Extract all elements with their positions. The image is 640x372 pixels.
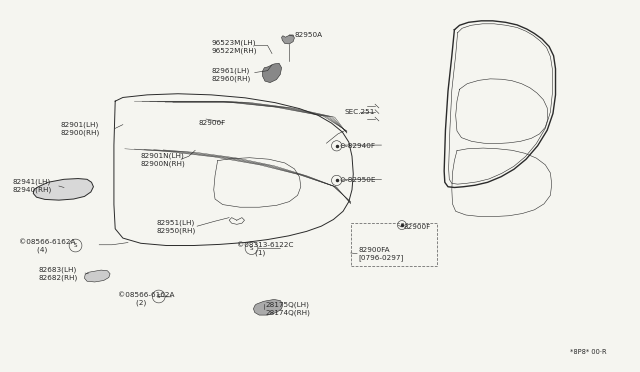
Text: ©08566-6162A
        (2): ©08566-6162A (2) bbox=[118, 292, 175, 307]
Text: ⊙-82940F: ⊙-82940F bbox=[339, 143, 375, 149]
Text: ©08566-6162A
        (4): ©08566-6162A (4) bbox=[19, 238, 76, 253]
Text: 82900F: 82900F bbox=[198, 120, 226, 126]
Text: 28175Q(LH)
28174Q(RH): 28175Q(LH) 28174Q(RH) bbox=[266, 302, 310, 316]
Text: 96523M(LH)
96522M(RH): 96523M(LH) 96522M(RH) bbox=[211, 39, 257, 54]
Text: 82900FA
[0796-0297]: 82900FA [0796-0297] bbox=[358, 247, 404, 261]
Text: S: S bbox=[157, 294, 161, 299]
Text: S: S bbox=[74, 243, 77, 248]
Polygon shape bbox=[262, 63, 282, 83]
Polygon shape bbox=[253, 299, 283, 315]
Polygon shape bbox=[282, 35, 294, 44]
Text: 82901N(LH)
82900N(RH): 82901N(LH) 82900N(RH) bbox=[141, 153, 186, 167]
Text: 82961(LH)
82960(RH): 82961(LH) 82960(RH) bbox=[211, 67, 250, 81]
Text: 82900F: 82900F bbox=[403, 224, 431, 230]
Text: ©08313-6122C
        (1): ©08313-6122C (1) bbox=[237, 242, 293, 256]
Text: 82951(LH)
82950(RH): 82951(LH) 82950(RH) bbox=[157, 220, 196, 234]
Polygon shape bbox=[84, 270, 110, 282]
Text: S: S bbox=[250, 246, 253, 251]
Bar bbox=[351, 223, 437, 266]
Text: 82950A: 82950A bbox=[294, 32, 323, 38]
Text: 82901(LH)
82900(RH): 82901(LH) 82900(RH) bbox=[61, 121, 100, 135]
Text: 82683(LH)
82682(RH): 82683(LH) 82682(RH) bbox=[38, 266, 77, 280]
Text: SEC.251: SEC.251 bbox=[344, 109, 374, 115]
Text: *8P8* 00·R: *8P8* 00·R bbox=[570, 349, 607, 355]
Polygon shape bbox=[33, 179, 93, 200]
Text: ⊙-82950E: ⊙-82950E bbox=[339, 177, 376, 183]
Text: 82941(LH)
82940(RH): 82941(LH) 82940(RH) bbox=[13, 179, 52, 193]
